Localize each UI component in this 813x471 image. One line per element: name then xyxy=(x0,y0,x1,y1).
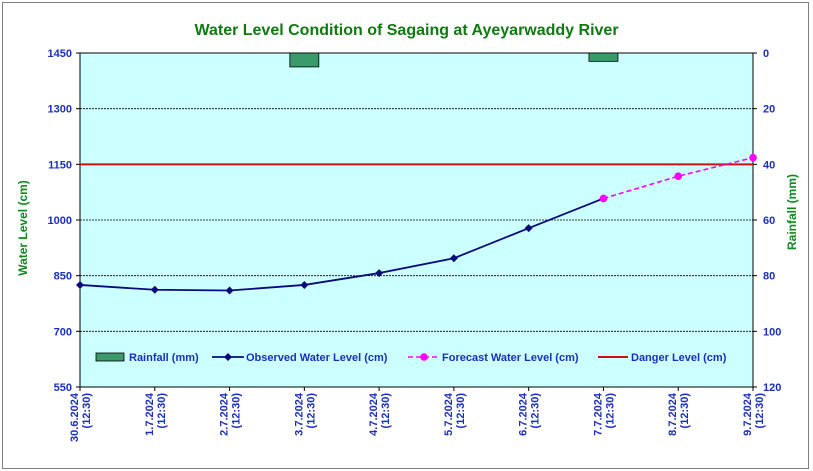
y-tick-label: 1300 xyxy=(48,104,72,116)
forecast-point xyxy=(599,194,608,203)
y-tick-label: 850 xyxy=(54,271,72,283)
y2-tick-label: 120 xyxy=(763,382,781,394)
observed-line xyxy=(79,197,604,292)
series-lines xyxy=(76,153,757,295)
y-tick-label: 700 xyxy=(54,326,72,338)
x-tick-label: 4.7.2024(12:30) xyxy=(368,392,392,436)
right-axis-ticks: 0 20 40 60 80 100 120 xyxy=(753,48,781,394)
x-tick-label: 8.7.2024(12:30) xyxy=(667,392,691,436)
rainfall-bars xyxy=(289,52,619,68)
y2-axis-label: Rainfall (mm) xyxy=(785,174,799,250)
observed-point xyxy=(375,269,384,278)
y-tick-label: 1000 xyxy=(48,215,72,227)
y2-tick-label: 40 xyxy=(763,159,775,171)
legend-swatch-rainfall xyxy=(95,352,125,362)
legend-marker-observed xyxy=(224,353,232,361)
observed-point xyxy=(150,285,159,294)
x-tick-label: 9.7.2024(12:30) xyxy=(742,392,766,436)
legend-marker-forecast xyxy=(420,353,428,361)
legend-label-rainfall: Rainfall (mm) xyxy=(129,352,199,364)
x-tick-label: 30.6.2024(12:30) xyxy=(69,392,93,442)
observed-point xyxy=(76,280,84,289)
y-tick-label: 1450 xyxy=(48,48,72,60)
y2-tick-label: 20 xyxy=(763,104,775,116)
x-tick-label: 7.7.2024(12:30) xyxy=(592,392,616,436)
x-axis-ticks: 30.6.2024(12:30) 1.7.2024(12:30) 2.7.2024(… xyxy=(69,387,766,442)
y2-tick-label: 0 xyxy=(763,48,769,60)
y-tick-label: 1150 xyxy=(48,159,72,171)
legend-label-forecast: Forecast Water Level (cm) xyxy=(442,352,579,364)
y-axis-label: Water Level (cm) xyxy=(16,180,30,276)
observed-point xyxy=(300,280,309,289)
y-tick-label: 550 xyxy=(54,382,72,394)
observed-point xyxy=(225,286,234,295)
y2-tick-label: 80 xyxy=(763,271,775,283)
y2-tick-label: 60 xyxy=(763,215,775,227)
legend-label-observed: Observed Water Level (cm) xyxy=(246,352,388,364)
legend-label-danger: Danger Level (cm) xyxy=(631,352,727,364)
x-tick-label: 6.7.2024(12:30) xyxy=(518,392,542,436)
forecast-point xyxy=(674,172,683,181)
x-tick-label: 3.7.2024(12:30) xyxy=(293,392,317,436)
observed-point xyxy=(449,254,458,263)
y2-tick-label: 100 xyxy=(763,326,781,338)
forecast-point xyxy=(749,153,757,162)
left-axis-ticks: 550 700 850 1000 1150 1300 1450 xyxy=(48,48,80,394)
rainfall-bar xyxy=(588,52,619,62)
x-tick-label: 5.7.2024(12:30) xyxy=(443,392,467,436)
forecast-line xyxy=(603,156,754,200)
x-tick-label: 2.7.2024(12:30) xyxy=(219,392,243,436)
legend: Rainfall (mm) Observed Water Level (cm) Fo… xyxy=(95,352,727,364)
rainfall-bar xyxy=(289,52,320,68)
chart-title: Water Level Condition of Sagaing at Ayey… xyxy=(194,22,619,39)
observed-point xyxy=(524,224,533,233)
x-tick-label: 1.7.2024(12:30) xyxy=(144,392,168,436)
